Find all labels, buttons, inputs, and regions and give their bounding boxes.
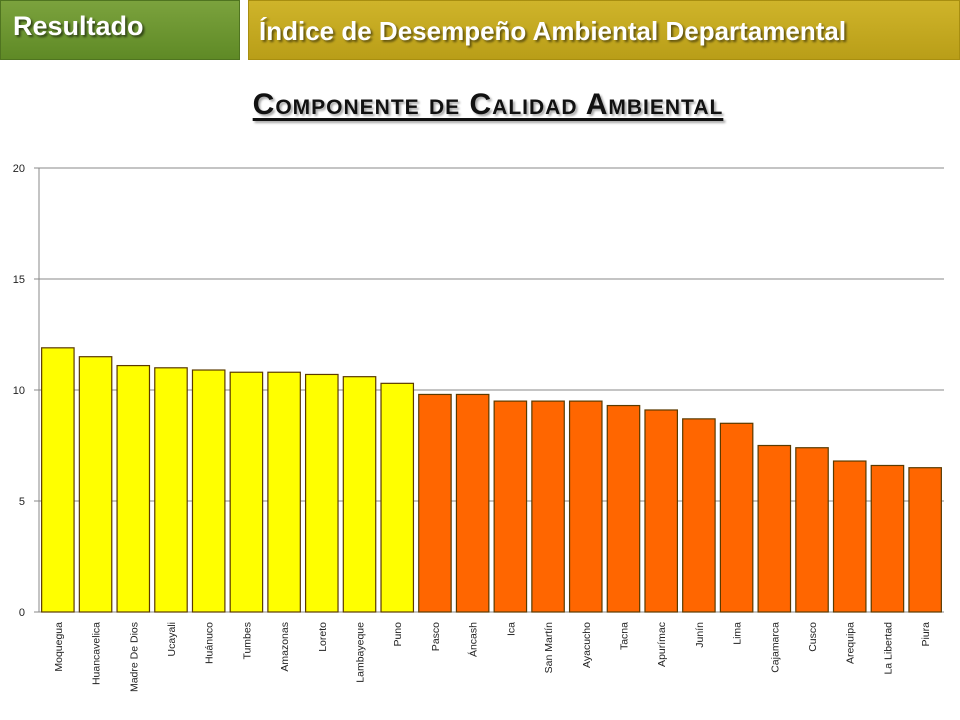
x-category-label: Lima	[732, 622, 744, 645]
x-category-label: Puno	[392, 622, 404, 647]
bar	[493, 400, 528, 613]
bar	[418, 393, 452, 613]
x-category-label: Tacna	[618, 622, 630, 650]
bar	[229, 371, 264, 613]
x-category-label: Arequipa	[845, 622, 857, 664]
bar	[380, 382, 415, 613]
bar	[908, 467, 942, 613]
x-category-label: Ucayali	[166, 622, 178, 656]
x-category-label: Junín	[694, 622, 706, 648]
bar	[832, 460, 867, 613]
x-category-label: Áncash	[467, 622, 480, 657]
x-category-label: Cajamarca	[769, 622, 781, 673]
bar	[682, 418, 716, 613]
x-category-label: La Libertad	[882, 622, 894, 675]
bar	[267, 371, 301, 613]
bar	[568, 400, 603, 613]
y-tick-label: 15	[13, 274, 25, 286]
y-tick-label: 5	[19, 496, 25, 508]
bar	[757, 444, 792, 613]
section-title: Índice de Desempeño Ambiental Departamen…	[259, 16, 847, 46]
bar	[41, 347, 75, 613]
bar	[116, 364, 151, 613]
y-tick-label: 0	[19, 607, 25, 619]
x-category-label: Ayacucho	[581, 622, 593, 668]
x-category-label: Ica	[505, 622, 517, 636]
x-category-label: Moquegua	[53, 622, 65, 672]
x-category-label: Madre De Dios	[128, 622, 140, 692]
y-tick-label: 20	[13, 163, 25, 175]
result-tab-label: Resultado	[13, 11, 144, 41]
bar	[531, 400, 565, 613]
bar	[304, 373, 339, 613]
x-category-label: Apurímac	[656, 622, 668, 667]
x-category-label: Lambayeque	[355, 622, 367, 683]
x-category-label: Piura	[920, 622, 932, 647]
section-title-banner: Índice de Desempeño Ambiental Departamen…	[248, 0, 960, 60]
bar	[644, 409, 679, 613]
bar	[870, 464, 905, 613]
bar	[342, 376, 377, 613]
x-category-label: Pasco	[430, 622, 442, 651]
bar	[606, 404, 641, 613]
x-category-label: San Martín	[543, 622, 555, 674]
bar	[719, 422, 754, 613]
bar	[191, 369, 226, 613]
y-tick-label: 10	[13, 385, 25, 397]
chart-title: Componente de Calidad Ambiental	[252, 88, 724, 121]
x-category-label: Cusco	[807, 622, 819, 652]
x-category-label: Loreto	[317, 622, 329, 652]
bar	[795, 447, 829, 613]
bar	[78, 356, 113, 613]
x-category-label: Huancavelica	[91, 622, 103, 685]
result-tab: Resultado	[0, 0, 240, 60]
bar	[154, 367, 188, 613]
bar	[455, 393, 490, 613]
x-category-label: Tumbes	[241, 622, 253, 660]
x-category-label: Amazonas	[279, 622, 291, 672]
x-category-label: Huánuco	[204, 622, 216, 664]
